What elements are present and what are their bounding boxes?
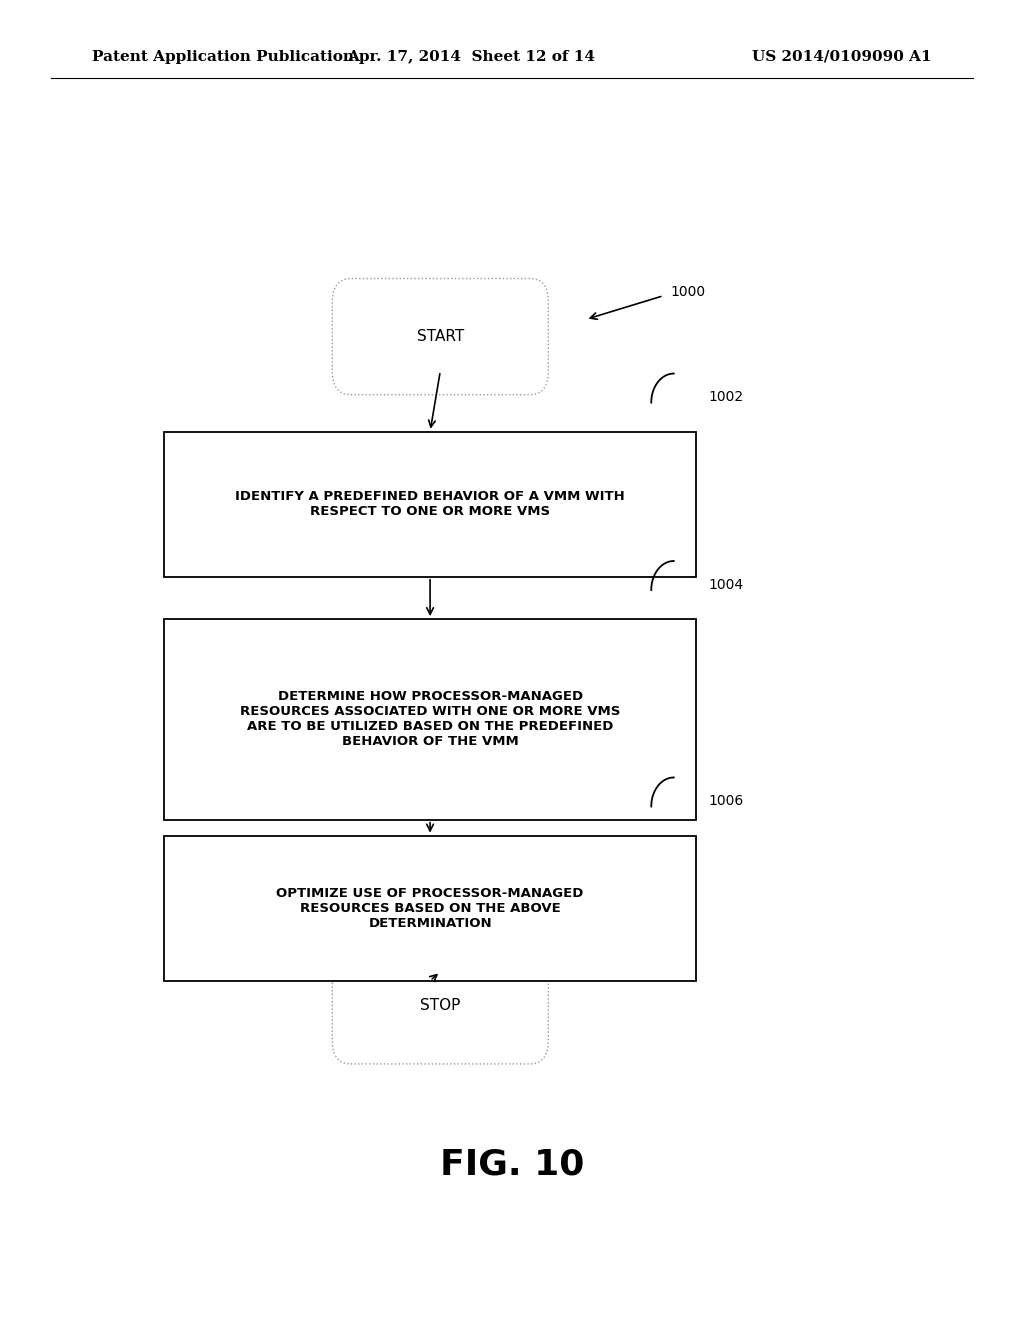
Bar [164,619,696,820]
Text: Apr. 17, 2014  Sheet 12 of 14: Apr. 17, 2014 Sheet 12 of 14 [347,50,595,63]
Text: 1004: 1004 [709,578,743,591]
Text: 1002: 1002 [709,391,743,404]
Text: Patent Application Publication: Patent Application Publication [92,50,354,63]
Text: 1006: 1006 [709,795,743,808]
Text: US 2014/0109090 A1: US 2014/0109090 A1 [753,50,932,63]
Bar [164,432,696,577]
FancyBboxPatch shape [332,948,549,1064]
Text: START: START [417,329,464,345]
Bar [164,836,696,981]
Text: OPTIMIZE USE OF PROCESSOR-MANAGED
RESOURCES BASED ON THE ABOVE
DETERMINATION: OPTIMIZE USE OF PROCESSOR-MANAGED RESOUR… [276,887,584,929]
FancyBboxPatch shape [332,279,549,395]
Text: STOP: STOP [420,998,461,1014]
Text: IDENTIFY A PREDEFINED BEHAVIOR OF A VMM WITH
RESPECT TO ONE OR MORE VMS: IDENTIFY A PREDEFINED BEHAVIOR OF A VMM … [236,490,625,519]
Text: FIG. 10: FIG. 10 [440,1147,584,1181]
Text: DETERMINE HOW PROCESSOR-MANAGED
RESOURCES ASSOCIATED WITH ONE OR MORE VMS
ARE TO: DETERMINE HOW PROCESSOR-MANAGED RESOURCE… [240,690,621,748]
Text: 1000: 1000 [671,285,706,298]
